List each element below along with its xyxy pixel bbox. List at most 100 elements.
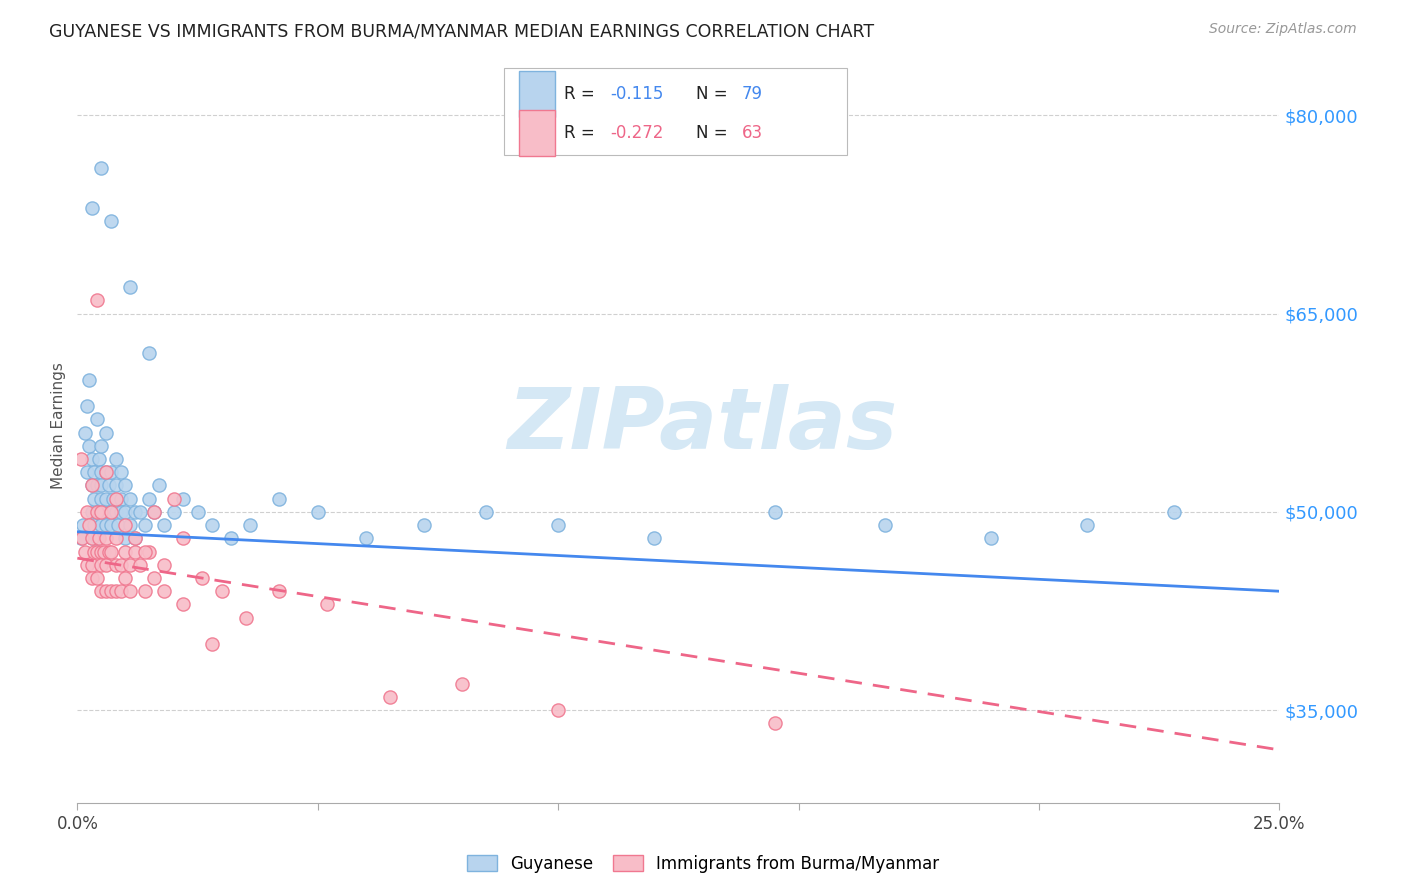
Point (80, 571, 103, 585)
Bar (519, 71, 554, 117)
Point (83, 491, 105, 506)
Point (100, 518, 122, 533)
Point (128, 505, 150, 519)
Point (90, 518, 112, 533)
Point (211, 584, 233, 599)
Point (201, 518, 224, 533)
Point (104, 584, 127, 599)
Point (100, 465, 122, 479)
Point (79, 373, 101, 387)
Point (114, 478, 136, 492)
Point (378, 690, 401, 704)
Point (87, 452, 110, 467)
Point (110, 584, 132, 599)
Point (87, 532, 110, 546)
Point (76, 399, 98, 413)
Point (83, 544, 105, 558)
Point (980, 532, 1002, 546)
Point (96, 558, 118, 572)
Point (124, 532, 146, 546)
Point (83, 465, 105, 479)
Point (104, 478, 127, 492)
Point (90, 491, 112, 506)
Point (90, 439, 112, 453)
Point (96, 584, 118, 599)
Point (153, 584, 176, 599)
Point (763, 505, 786, 519)
Point (172, 598, 194, 612)
Point (76, 465, 98, 479)
Point (114, 544, 136, 558)
Point (354, 532, 377, 546)
Point (148, 478, 170, 492)
Point (93, 544, 115, 558)
Point (316, 598, 339, 612)
Point (96, 465, 118, 479)
Point (76, 505, 98, 519)
Point (124, 505, 146, 519)
Point (201, 637, 224, 651)
Point (153, 518, 176, 533)
Point (76, 558, 98, 572)
Point (80, 505, 103, 519)
Point (128, 558, 150, 572)
Point (80, 532, 103, 546)
Point (153, 558, 176, 572)
Point (70, 532, 93, 546)
Point (138, 491, 160, 506)
Point (104, 505, 127, 519)
Point (96, 518, 118, 533)
Point (90, 544, 112, 558)
Point (1163, 505, 1185, 519)
Point (124, 544, 146, 558)
Text: GUYANESE VS IMMIGRANTS FROM BURMA/MYANMAR MEDIAN EARNINGS CORRELATION CHART: GUYANESE VS IMMIGRANTS FROM BURMA/MYANMA… (49, 22, 875, 40)
Point (97, 544, 120, 558)
Text: R =: R = (564, 85, 600, 103)
Point (875, 518, 897, 533)
Point (134, 584, 156, 599)
Point (86, 505, 108, 519)
Point (96, 491, 118, 506)
Point (90, 465, 112, 479)
Point (120, 491, 142, 506)
Point (70, 452, 93, 467)
Point (143, 505, 166, 519)
Point (80, 452, 103, 467)
Point (120, 558, 142, 572)
Point (86, 544, 108, 558)
Text: 79: 79 (742, 85, 763, 103)
Point (110, 505, 132, 519)
Point (269, 584, 291, 599)
Point (134, 518, 156, 533)
Point (100, 505, 122, 519)
Point (86, 478, 108, 492)
Point (763, 716, 786, 731)
Point (110, 558, 132, 572)
Point (100, 214, 122, 228)
Point (104, 452, 127, 467)
Point (451, 677, 474, 691)
Point (86, 532, 108, 546)
Point (114, 518, 136, 533)
Point (103, 491, 125, 506)
Point (143, 505, 166, 519)
Point (120, 280, 142, 294)
Point (97, 478, 120, 492)
Point (269, 491, 291, 506)
Point (547, 518, 569, 533)
Point (93, 505, 115, 519)
Point (172, 491, 194, 506)
Point (120, 518, 142, 533)
Point (475, 505, 498, 519)
Point (79, 439, 101, 453)
Point (172, 532, 194, 546)
Point (643, 532, 665, 546)
Point (96, 425, 118, 440)
Point (80, 478, 103, 492)
Point (100, 505, 122, 519)
Point (143, 571, 166, 585)
Point (114, 505, 136, 519)
Legend: Guyanese, Immigrants from Burma/Myanmar: Guyanese, Immigrants from Burma/Myanmar (460, 848, 946, 880)
Point (186, 505, 209, 519)
Point (412, 518, 434, 533)
